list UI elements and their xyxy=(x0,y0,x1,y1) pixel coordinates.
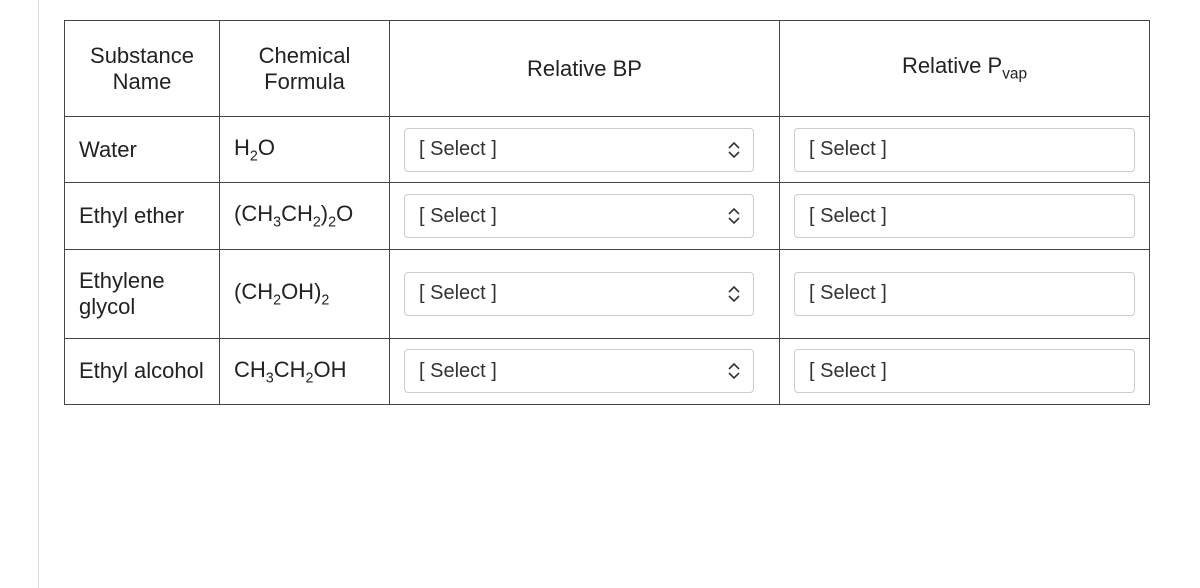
cell-bp: [ Select ] xyxy=(390,338,780,404)
select-placeholder: [ Select ] xyxy=(419,138,497,161)
formula-text: (CH3CH2)2O xyxy=(234,201,353,226)
formula-text: (CH2OH)2 xyxy=(234,279,329,304)
select-pvap-2[interactable]: [ Select ] xyxy=(794,272,1135,316)
select-placeholder: [ Select ] xyxy=(809,138,887,161)
substance-name: Ethyl ether xyxy=(65,183,220,249)
col-header-pvap: Relative Pvap xyxy=(780,21,1150,117)
chemical-formula: H2O xyxy=(220,117,390,183)
pvap-prefix: Relative P xyxy=(902,53,1002,78)
chevron-updown-icon xyxy=(727,140,741,160)
select-placeholder: [ Select ] xyxy=(419,205,497,228)
cell-pvap: [ Select ] xyxy=(780,117,1150,183)
table-row: Ethylene glycol (CH2OH)2 [ Select ] [ Selec… xyxy=(65,249,1150,338)
cell-bp: [ Select ] xyxy=(390,249,780,338)
cell-bp: [ Select ] xyxy=(390,183,780,249)
chemical-formula: (CH3CH2)2O xyxy=(220,183,390,249)
select-placeholder: [ Select ] xyxy=(809,282,887,305)
formula-text: H2O xyxy=(234,135,275,160)
select-placeholder: [ Select ] xyxy=(419,360,497,383)
select-bp-3[interactable]: [ Select ] xyxy=(404,349,754,393)
select-pvap-3[interactable]: [ Select ] xyxy=(794,349,1135,393)
chemical-formula: (CH2OH)2 xyxy=(220,249,390,338)
cell-bp: [ Select ] xyxy=(390,117,780,183)
pvap-sub: vap xyxy=(1002,66,1027,83)
select-bp-2[interactable]: [ Select ] xyxy=(404,272,754,316)
col-header-substance: Substance Name xyxy=(65,21,220,117)
chevron-updown-icon xyxy=(727,206,741,226)
cell-pvap: [ Select ] xyxy=(780,249,1150,338)
substance-table: Substance Name Chemical Formula Relative… xyxy=(64,20,1150,405)
select-placeholder: [ Select ] xyxy=(809,205,887,228)
col-header-formula: Chemical Formula xyxy=(220,21,390,117)
table-row: Water H2O [ Select ] [ Select ] xyxy=(65,117,1150,183)
substance-name: Ethylene glycol xyxy=(65,249,220,338)
table-row: Ethyl alcohol CH3CH2OH [ Select ] [ Select … xyxy=(65,338,1150,404)
select-pvap-0[interactable]: [ Select ] xyxy=(794,128,1135,172)
select-pvap-1[interactable]: [ Select ] xyxy=(794,194,1135,238)
cell-pvap: [ Select ] xyxy=(780,183,1150,249)
substance-name: Ethyl alcohol xyxy=(65,338,220,404)
table-row: Ethyl ether (CH3CH2)2O [ Select ] [ Select … xyxy=(65,183,1150,249)
select-placeholder: [ Select ] xyxy=(809,360,887,383)
col-header-bp: Relative BP xyxy=(390,21,780,117)
substance-name: Water xyxy=(65,117,220,183)
select-bp-0[interactable]: [ Select ] xyxy=(404,128,754,172)
cell-pvap: [ Select ] xyxy=(780,338,1150,404)
chevron-updown-icon xyxy=(727,361,741,381)
chemical-formula: CH3CH2OH xyxy=(220,338,390,404)
select-placeholder: [ Select ] xyxy=(419,282,497,305)
formula-text: CH3CH2OH xyxy=(234,357,346,382)
select-bp-1[interactable]: [ Select ] xyxy=(404,194,754,238)
chevron-updown-icon xyxy=(727,284,741,304)
